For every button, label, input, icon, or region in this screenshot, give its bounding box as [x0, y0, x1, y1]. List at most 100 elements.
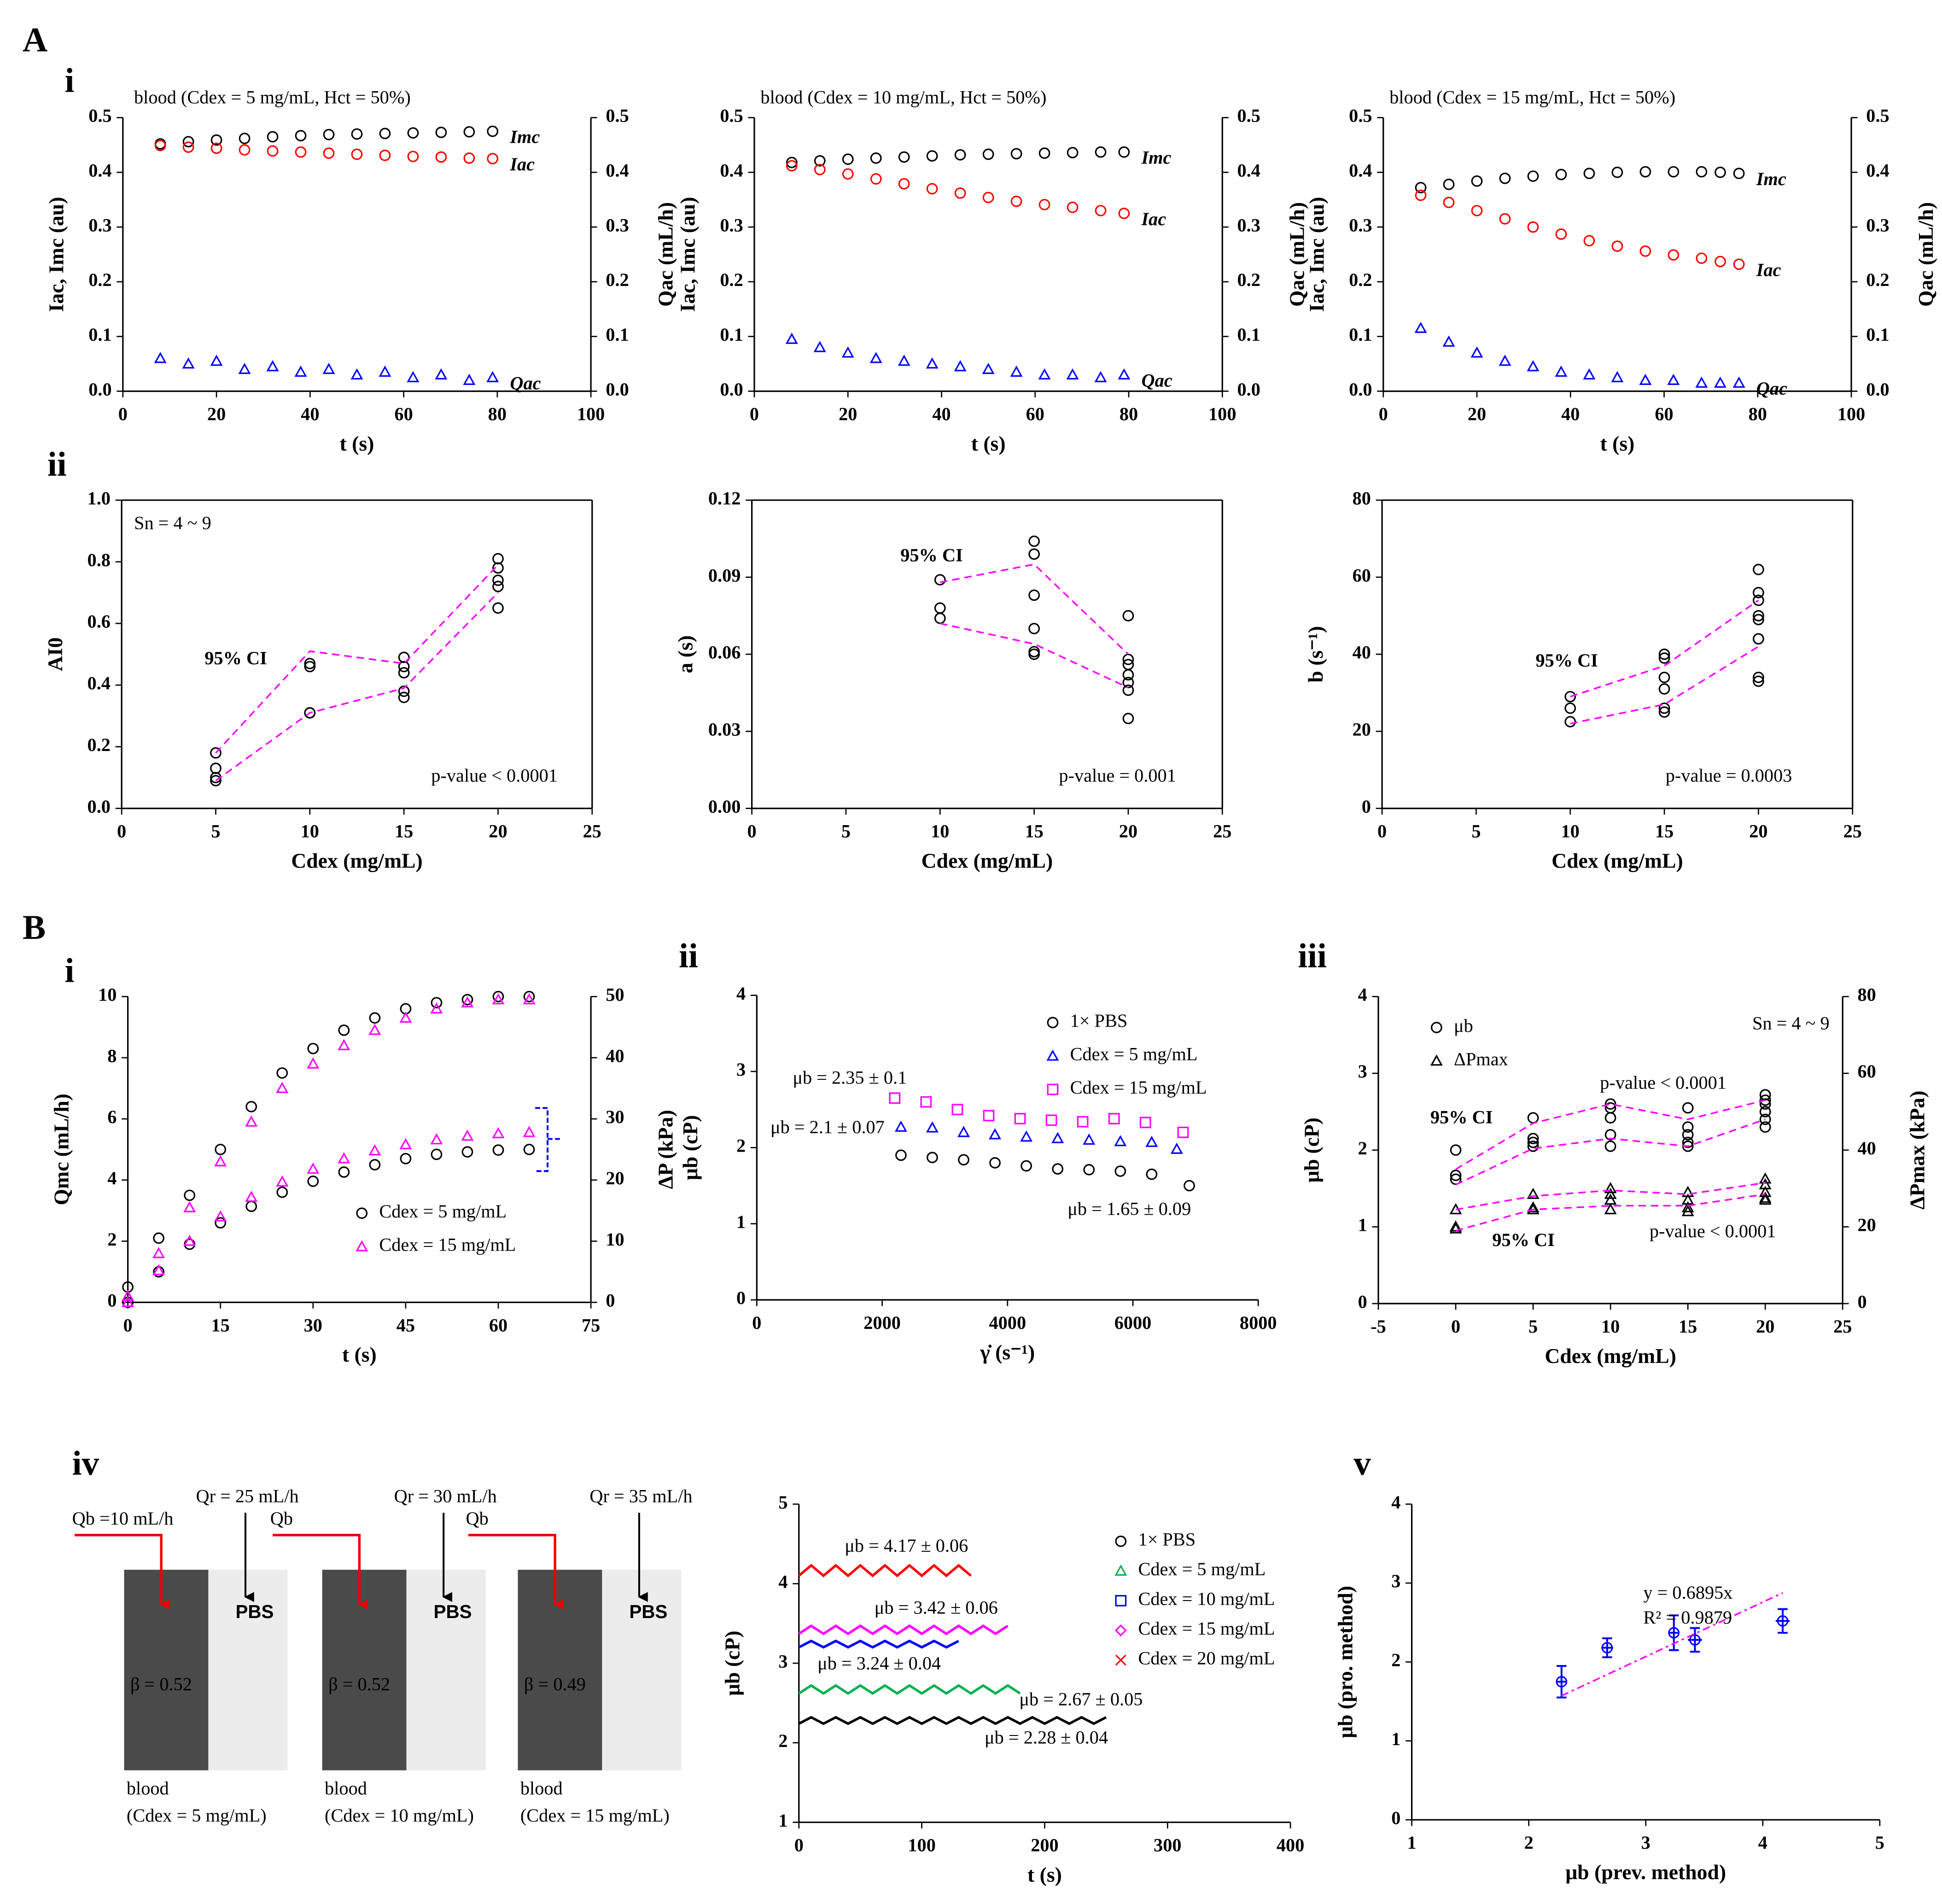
image-label: PBS [434, 1601, 472, 1622]
marker [267, 131, 279, 143]
x-tick-label: 100 [908, 1835, 935, 1856]
marker [307, 1176, 319, 1187]
marker [368, 1144, 381, 1156]
series-label: Imc [509, 127, 540, 147]
x-tick-label: 5 [841, 821, 851, 842]
y-tick-label: 0 [107, 1290, 117, 1311]
marker [1177, 1126, 1189, 1138]
y-tick-label: 20 [1353, 719, 1371, 740]
legend-label: Cdex = 5 mg/mL [379, 1201, 507, 1222]
marker [492, 562, 504, 574]
marker [463, 126, 475, 138]
marker [926, 1121, 939, 1133]
x-tick-label: 100 [1208, 404, 1236, 425]
marker [276, 1082, 289, 1093]
series-label: Qac [510, 373, 541, 393]
marker [523, 1143, 535, 1155]
marker [210, 134, 222, 146]
marker [842, 168, 854, 180]
marker [1067, 147, 1079, 158]
x-tick-label: 25 [1833, 1316, 1852, 1337]
y-tick-label: 2 [736, 1135, 746, 1156]
marker [1028, 623, 1040, 635]
y2-axis-label: Qac (mL/h) [653, 202, 677, 307]
annotation: μb = 2.1 ± 0.07 [770, 1117, 885, 1137]
y2-tick-label: 0.2 [1866, 269, 1889, 290]
marker [842, 153, 854, 165]
x-tick-label: 20 [1119, 821, 1137, 842]
y2-tick-label: 0.0 [1237, 379, 1260, 400]
y2-tick-label: 0.3 [1866, 215, 1889, 235]
x-tick-label: 20 [1756, 1316, 1774, 1337]
x-tick-label: 40 [301, 404, 319, 425]
marker [1527, 170, 1539, 182]
image-label: (Cdex = 15 mg/mL) [520, 1805, 670, 1826]
annotation: p-value < 0.0001 [1600, 1072, 1726, 1093]
marker [523, 990, 535, 1002]
y-axis-label: μb (cP) [720, 1630, 744, 1695]
marker [461, 1130, 474, 1141]
marker [1555, 169, 1567, 181]
marker [1499, 355, 1511, 366]
annotation: 95% CI [900, 545, 963, 565]
marker [786, 157, 798, 169]
marker [1696, 166, 1708, 178]
y-tick-label: 0.4 [720, 160, 743, 181]
y2-axis-label: Qac (mL/h) [1285, 202, 1308, 307]
y-tick-label: 0.0 [87, 796, 111, 817]
marker [245, 1100, 257, 1112]
panel-label: i [64, 952, 74, 990]
x-axis-label: μb (prev. method) [1565, 1860, 1726, 1884]
y2-tick-label: 0 [606, 1290, 615, 1311]
marker [1658, 671, 1670, 683]
y-axis-label: b (s⁻¹) [1304, 626, 1327, 682]
legend-label: Cdex = 15 mg/mL [1138, 1618, 1275, 1639]
x-tick-label: 2 [1524, 1832, 1534, 1853]
marker [461, 996, 474, 1007]
y-axis-label: Iac, Imc (au) [676, 197, 700, 312]
marker [889, 1092, 901, 1104]
y-tick-label: 4 [778, 1572, 787, 1592]
marker [245, 1200, 257, 1212]
y2-tick-label: 40 [1858, 1138, 1876, 1159]
data-line [1455, 1118, 1766, 1186]
marker [1564, 702, 1576, 714]
y-tick-label: 4 [1391, 1492, 1400, 1513]
x-tick-label: 5 [1471, 821, 1481, 842]
marker [1170, 1142, 1183, 1154]
marker [1038, 368, 1051, 380]
x-tick-label: 60 [1026, 404, 1044, 425]
x-tick-label: 15 [395, 821, 413, 842]
y-tick-label: 0 [1391, 1807, 1400, 1828]
y2-tick-label: 0.3 [1237, 215, 1260, 235]
marker [1122, 669, 1134, 681]
y-tick-label: 1 [1358, 1215, 1367, 1235]
x-tick-label: -5 [1370, 1316, 1386, 1337]
marker [1527, 1140, 1539, 1152]
marker [1753, 671, 1764, 683]
marker [398, 685, 410, 697]
data-line [1570, 600, 1759, 698]
image-label: β = 0.49 [524, 1674, 586, 1694]
marker [1681, 1205, 1694, 1217]
x-tick-label: 6000 [1114, 1312, 1152, 1333]
image-label: Qb =10 mL/h [72, 1508, 174, 1529]
y2-tick-label: 0.2 [1237, 269, 1260, 290]
marker [400, 1153, 412, 1165]
legend-label: 1× PBS [1070, 1010, 1128, 1031]
marker [154, 140, 166, 151]
marker [523, 993, 536, 1005]
annotation: μb = 2.67 ± 0.05 [1019, 1689, 1143, 1709]
marker [1028, 536, 1040, 547]
x-tick-label: 5 [211, 821, 220, 842]
y2-axis-label: ΔP (kPa) [653, 1110, 677, 1189]
y-tick-label: 1.0 [87, 488, 111, 508]
y-tick-label: 0 [736, 1287, 746, 1308]
marker [814, 155, 826, 167]
marker [1668, 166, 1680, 178]
marker [1527, 360, 1540, 372]
marker [1611, 166, 1623, 178]
data-line [798, 1564, 972, 1578]
marker [1066, 368, 1079, 380]
marker [982, 192, 994, 204]
